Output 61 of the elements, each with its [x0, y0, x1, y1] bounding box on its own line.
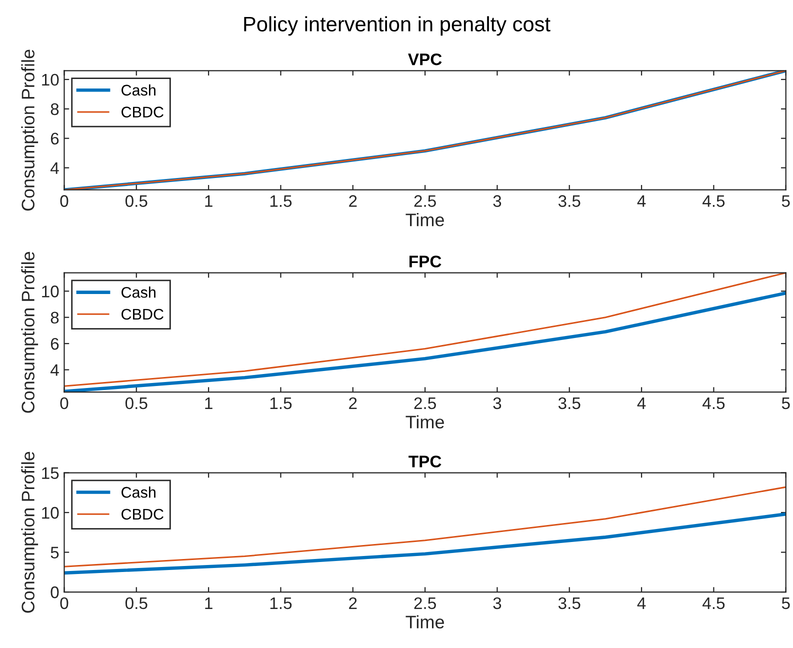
text: Policy intervention in penalty cost — [244, 16, 550, 36]
y-tick-label: 6 — [50, 338, 59, 350]
x-axis-title: Time — [406, 415, 444, 428]
x-tick-label: 4 — [637, 398, 646, 409]
y-tick-label: 6 — [50, 132, 59, 145]
legend-label: Cash — [122, 84, 156, 96]
y-tick-label: 8 — [50, 103, 59, 116]
x-tick-label: 3 — [493, 397, 502, 410]
x-tick-label: 1.5 — [270, 195, 292, 207]
x-tick-label: 4.5 — [702, 597, 725, 610]
x-tick-label: 2.5 — [414, 195, 436, 207]
x-tick-label: 0.5 — [125, 397, 148, 410]
y-tick-label: 10 — [42, 286, 59, 298]
chart-title: FPC — [409, 256, 442, 268]
y-tick-label: 4 — [50, 162, 59, 174]
y-tick-label: 10 — [42, 506, 59, 519]
legend-label: Cash — [122, 486, 156, 498]
x-tick-label: 3 — [493, 597, 502, 610]
y-axis-title: Consumption Profile — [21, 252, 38, 413]
x-tick-label: 0 — [60, 195, 68, 207]
y-tick-label: 4 — [50, 364, 59, 376]
x-tick-label: 3.5 — [558, 397, 580, 410]
x-tick-label: 3.5 — [558, 195, 580, 207]
x-tick-label: 1 — [205, 195, 212, 207]
x-tick-label: 1.5 — [270, 398, 292, 410]
x-tick-label: 0 — [60, 397, 68, 410]
y-axis-title: Consumption Profile — [21, 452, 38, 613]
legend-label: Cash — [122, 286, 156, 298]
chart-title: TPC — [408, 456, 442, 468]
x-tick-label: 5 — [782, 597, 790, 610]
chart-title: VPC — [408, 53, 442, 66]
legend-label: CBDC — [122, 508, 164, 520]
legend-label: CBDC — [122, 308, 164, 320]
x-tick-label: 3.5 — [558, 597, 580, 610]
x-tick-label: 1 — [205, 597, 212, 609]
y-axis-title: Consumption Profile — [21, 50, 38, 211]
x-tick-label: 0.5 — [125, 195, 148, 207]
x-axis-title: Time — [406, 615, 444, 628]
x-tick-label: 1.5 — [270, 597, 292, 610]
x-tick-label: 2 — [349, 397, 357, 409]
legend-label: CBDC — [122, 106, 164, 118]
x-tick-label: 4.5 — [702, 195, 725, 207]
x-tick-label: 1 — [205, 398, 212, 409]
x-tick-label: 2.5 — [414, 597, 436, 610]
y-tick-label: 15 — [42, 467, 59, 479]
x-tick-label: 5 — [782, 195, 790, 207]
x-tick-label: 5 — [782, 398, 790, 410]
x-tick-label: 2.5 — [414, 397, 436, 410]
x-tick-label: 4 — [637, 195, 646, 207]
x-tick-label: 4.5 — [702, 398, 725, 410]
y-tick-label: 8 — [50, 312, 59, 324]
y-tick-label: 0 — [50, 586, 59, 598]
x-tick-label: 0 — [60, 597, 68, 610]
x-tick-label: 2 — [349, 195, 357, 207]
x-axis-title: Time — [406, 213, 444, 226]
x-tick-label: 4 — [637, 597, 646, 609]
y-tick-label: 5 — [50, 546, 59, 558]
y-tick-label: 10 — [42, 74, 59, 86]
x-tick-label: 2 — [349, 597, 357, 609]
x-tick-label: 3 — [493, 195, 502, 207]
x-tick-label: 0.5 — [125, 597, 148, 610]
